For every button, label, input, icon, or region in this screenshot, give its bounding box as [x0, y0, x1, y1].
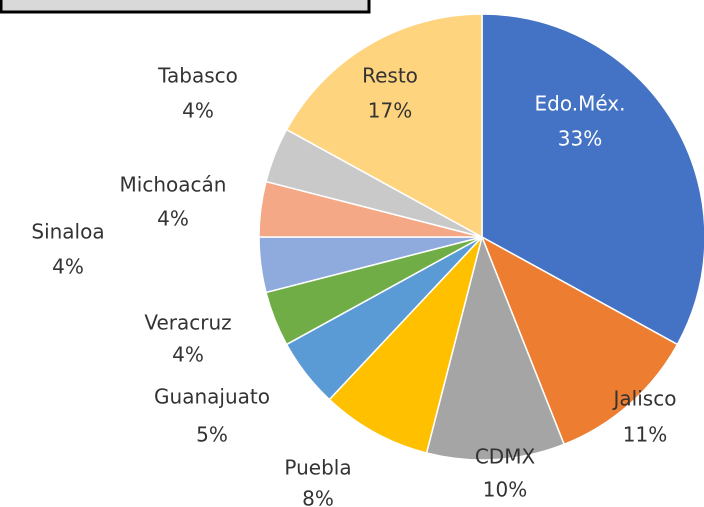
pie-slice — [481, 13, 704, 346]
slice-value-label: 33% — [558, 127, 602, 151]
slice-label: Veracruz — [144, 311, 231, 335]
slice-value-label: 4% — [157, 207, 189, 231]
slice-label: CDMX — [475, 445, 536, 469]
slice-label: Edo.Méx. — [535, 92, 626, 116]
slice-value-label: 17% — [368, 99, 412, 123]
pie-slice — [425, 234, 566, 461]
slice-value-label: 5% — [196, 423, 228, 447]
pie-slice — [480, 235, 679, 446]
slice-value-label: 11% — [623, 423, 667, 447]
slice-label: Michoacán — [120, 173, 227, 197]
slice-value-label: 8% — [302, 487, 334, 507]
slice-value-label: 4% — [172, 343, 204, 367]
pie-slice — [328, 236, 483, 454]
slice-label: Sinaloa — [31, 220, 104, 244]
slice-label: Tabasco — [157, 64, 238, 88]
slice-label: Resto — [362, 64, 418, 88]
slice-value-label: 4% — [52, 255, 84, 279]
title-box — [0, 0, 371, 14]
pie-slice — [285, 13, 483, 239]
slice-value-label: 4% — [182, 99, 214, 123]
slice-label: Guanajuato — [154, 385, 270, 409]
slice-value-label: 10% — [483, 478, 527, 502]
slice-label: Jalisco — [612, 387, 677, 411]
slice-label: Puebla — [284, 456, 351, 480]
